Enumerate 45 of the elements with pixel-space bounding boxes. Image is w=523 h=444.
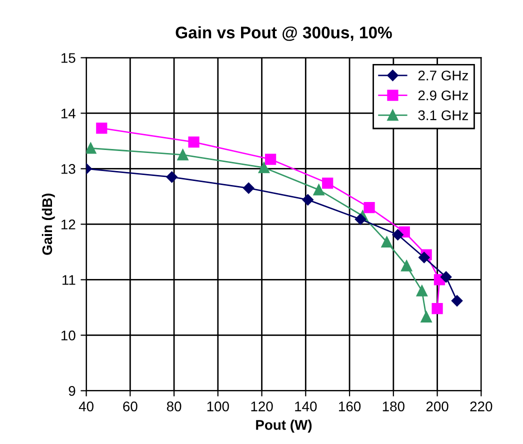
y-tick-label: 9 bbox=[68, 386, 76, 396]
point bbox=[166, 171, 178, 183]
x-tick-label: 100 bbox=[207, 402, 229, 412]
y-tick-label: 14 bbox=[61, 108, 76, 118]
point bbox=[86, 142, 96, 154]
point bbox=[177, 149, 188, 160]
x-tick-label: 220 bbox=[470, 402, 492, 412]
point bbox=[302, 194, 314, 206]
point bbox=[243, 182, 254, 194]
point bbox=[96, 122, 108, 134]
y-tick-label: 12 bbox=[61, 220, 76, 230]
x-tick-label: 140 bbox=[295, 402, 317, 412]
point bbox=[401, 260, 412, 272]
x-tick-label: 80 bbox=[166, 402, 182, 412]
point bbox=[440, 271, 452, 283]
point bbox=[313, 184, 324, 196]
x-tick-label: 180 bbox=[382, 402, 404, 412]
point bbox=[322, 178, 334, 189]
legend-label: 2.9 GHz bbox=[418, 90, 468, 100]
point bbox=[265, 154, 276, 165]
legend-label: 3.1 GHz bbox=[418, 110, 468, 120]
point bbox=[418, 252, 430, 264]
x-tick-label: 120 bbox=[251, 402, 273, 412]
point bbox=[432, 303, 443, 314]
x-tick-label: 160 bbox=[339, 402, 361, 412]
y-axis-title: Gain (dB) bbox=[42, 194, 55, 255]
legend-label: 2.7 GHz bbox=[418, 70, 468, 80]
y-tick-label: 15 bbox=[61, 53, 76, 63]
chart-title: Gain vs Pout @ 300us, 10% bbox=[176, 26, 392, 41]
point bbox=[420, 311, 432, 322]
point bbox=[451, 295, 463, 306]
x-axis-title: Pout (W) bbox=[256, 420, 312, 433]
point bbox=[381, 236, 392, 248]
point bbox=[364, 202, 375, 214]
point bbox=[392, 229, 404, 240]
point bbox=[354, 214, 366, 225]
point bbox=[188, 136, 200, 148]
x-tick-label: 200 bbox=[426, 402, 448, 412]
point bbox=[416, 285, 428, 296]
point bbox=[258, 162, 270, 174]
x-tick-label: 60 bbox=[123, 402, 138, 412]
y-tick-label: 10 bbox=[61, 330, 76, 340]
y-tick-label: 11 bbox=[62, 275, 76, 285]
y-tick-label: 13 bbox=[61, 164, 76, 174]
x-tick-label: 40 bbox=[78, 402, 94, 412]
